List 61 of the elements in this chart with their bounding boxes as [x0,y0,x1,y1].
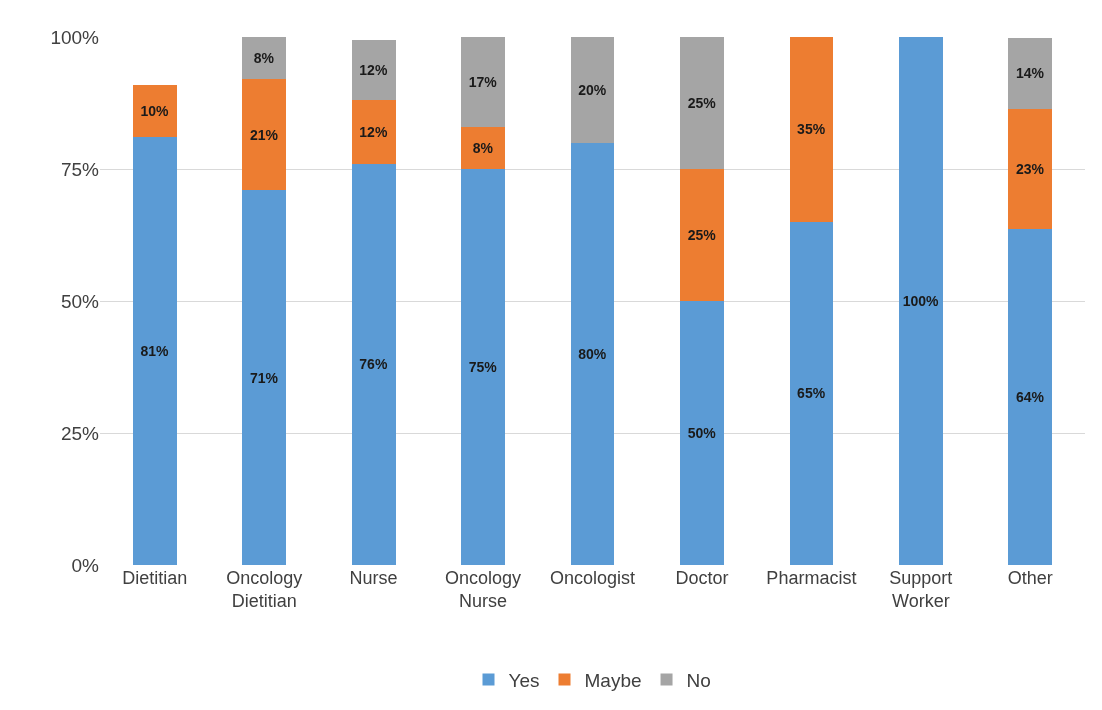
data-label: 25% [687,95,717,111]
data-label: 50% [687,425,717,441]
x-tick-label: Oncology Nurse [445,568,522,612]
data-label: 12% [359,62,388,78]
x-tick-label: Oncologist [549,568,636,588]
bar [1008,109,1053,230]
bar [351,100,396,164]
legend-label: No [686,669,711,691]
data-label: 8% [253,50,275,67]
x-tick-label: Oncology Dietitian [226,568,303,612]
data-label: 8% [472,139,494,156]
x-tick-label: Support Worker [889,568,953,612]
bar [1008,37,1053,110]
y-tick-label: 100% [50,26,100,48]
data-label: 65% [797,385,826,402]
bar [789,221,834,565]
bar [461,37,505,127]
bar [1008,229,1053,565]
bar [680,301,724,565]
y-tick-label: 0% [71,554,100,576]
data-label: 80% [578,345,607,362]
bar [461,126,505,169]
bar [351,39,396,101]
data-label: 64% [1015,389,1045,406]
y-tick-label: 25% [60,422,100,444]
y-tick-label: 50% [60,290,100,312]
bar [132,84,177,138]
x-tick-label: Nurse [349,568,398,588]
x-tick-label: Pharmacist [766,568,857,588]
data-label: 20% [578,81,607,98]
bar [680,37,724,169]
bar [242,37,287,80]
bar [570,142,615,565]
data-label: 14% [1015,65,1045,82]
data-label: 10% [140,102,170,119]
data-label: 81% [140,343,170,360]
x-tick-label: Other [1007,568,1053,588]
data-label: 76% [359,356,388,373]
bar [570,37,615,143]
data-label: 21% [249,126,279,143]
data-label: 12% [359,124,388,141]
bar [132,137,177,565]
y-tick-label: 75% [60,158,100,180]
data-label: 71% [249,369,279,386]
bar [789,37,834,222]
legend-label: Maybe [584,669,642,691]
legend-label: Yes [508,669,540,691]
bar [242,190,287,565]
data-label: 75% [468,359,498,375]
bar [898,37,943,565]
bar [461,169,505,565]
data-label: 25% [687,227,717,243]
data-label: 17% [468,73,498,90]
data-label: 100% [902,293,940,309]
data-label: 23% [1015,161,1045,178]
bar [242,79,287,191]
x-tick-label: Dietitian [122,568,188,588]
bar [351,163,396,565]
data-label: 35% [797,121,826,138]
x-tick-label: Doctor [675,568,729,588]
bar [680,169,724,301]
